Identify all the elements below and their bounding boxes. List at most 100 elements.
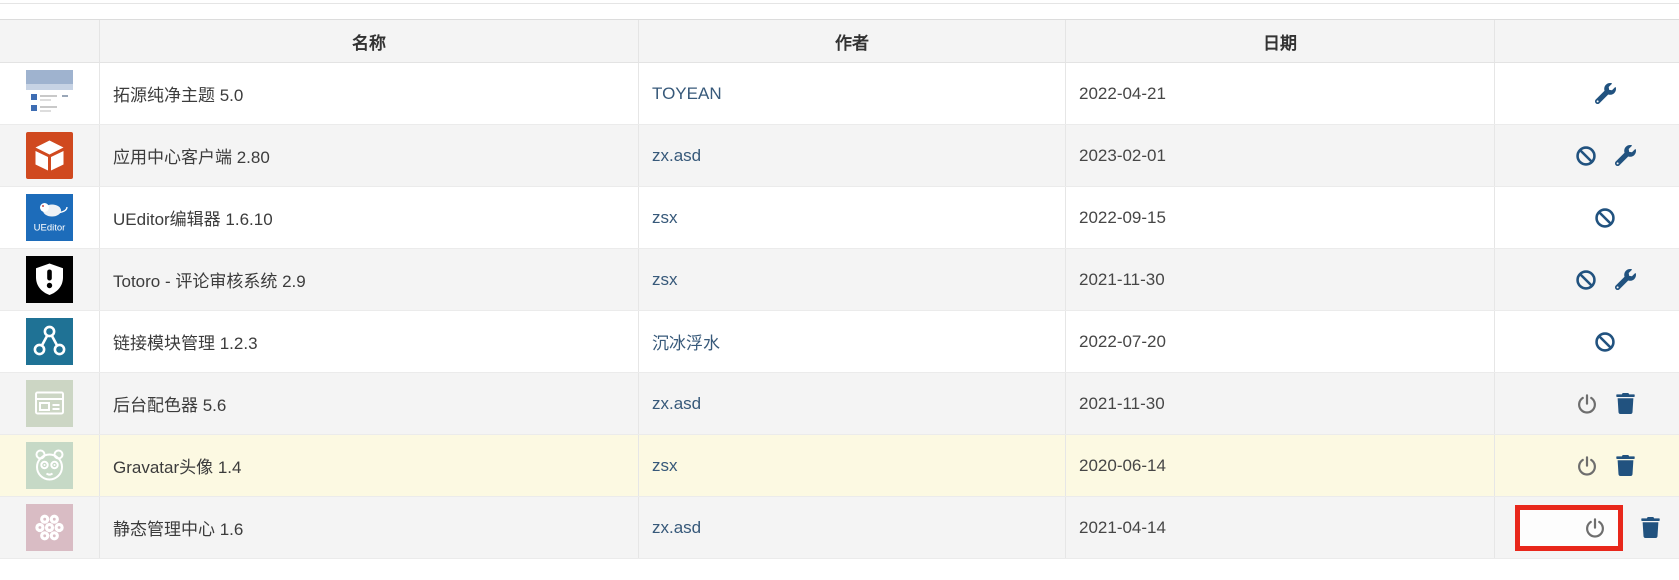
disable-button[interactable] (1575, 269, 1597, 291)
plugin-name-cell: Gravatar头像 1.4 (100, 435, 639, 496)
plugin-date-cell: 2020-06-14 (1066, 435, 1495, 496)
plugin-date: 2021-11-30 (1079, 393, 1165, 413)
wrench-icon (1614, 145, 1636, 166)
author-link[interactable]: zx.asd (652, 145, 702, 165)
plugin-date: 2021-11-30 (1079, 269, 1165, 289)
plugin-date: 2021-04-14 (1079, 517, 1166, 537)
enable-button[interactable] (1576, 455, 1598, 477)
plugin-icon-cell (0, 249, 100, 310)
table-row: 应用中心客户端 2.80 zx.asd 2023-02-01 (0, 125, 1679, 187)
actions-cell (1495, 187, 1679, 248)
trash-icon (1615, 393, 1635, 414)
plugin-date-cell: 2021-11-30 (1066, 249, 1495, 310)
plugin-author-cell: zsx (639, 249, 1066, 310)
trash-icon (1615, 455, 1635, 476)
ueditor-logo-icon: UEditor (26, 194, 73, 241)
ueditor-logo-icon: UEditor (26, 194, 73, 241)
author-link[interactable]: 沉冰浮水 (652, 334, 720, 353)
manage-button[interactable] (1614, 269, 1636, 290)
wrench-icon (1614, 269, 1636, 290)
delete-button[interactable] (1615, 393, 1635, 414)
plugin-name-cell: 拓源纯净主题 5.0 (100, 63, 639, 124)
wrench-icon (1594, 83, 1616, 104)
actions-cell (1495, 435, 1679, 496)
plugin-date-cell: 2022-07-20 (1066, 311, 1495, 372)
plugin-icon-cell (0, 63, 100, 124)
plugin-author-cell: zx.asd (639, 497, 1066, 558)
ban-icon (1575, 269, 1596, 290)
plugin-icon-cell (0, 311, 100, 372)
delete-button[interactable] (1640, 517, 1660, 538)
plugin-name-cell: Totoro - 评论审核系统 2.9 (100, 249, 639, 310)
disable-button[interactable] (1575, 145, 1597, 167)
manage-button[interactable] (1614, 145, 1636, 166)
header-icon-column (0, 20, 100, 62)
disable-button[interactable] (1594, 331, 1616, 353)
plugin-icon-cell (0, 497, 100, 558)
plugin-author-cell: TOYEAN (639, 63, 1066, 124)
enable-button[interactable] (1576, 393, 1598, 415)
panda-face-icon (26, 442, 73, 489)
plugin-date-cell: 2023-02-01 (1066, 125, 1495, 186)
disable-button[interactable] (1594, 207, 1616, 229)
top-divider (0, 3, 1679, 4)
dot-flower-icon (26, 504, 73, 551)
actions-cell (1495, 125, 1679, 186)
plugin-date: 2022-04-21 (1079, 83, 1166, 103)
author-link[interactable]: zsx (652, 207, 678, 227)
panda-face-icon (26, 442, 73, 489)
manage-button[interactable] (1594, 83, 1616, 104)
plugin-author-cell: zx.asd (639, 373, 1066, 434)
plugin-author-cell: zx.asd (639, 125, 1066, 186)
plugin-name: UEditor编辑器 1.6.10 (113, 210, 273, 229)
plugin-name: 拓源纯净主题 5.0 (113, 86, 244, 105)
header-date-column: 日期 (1066, 20, 1495, 62)
plugin-name: Totoro - 评论审核系统 2.9 (113, 272, 306, 291)
author-link[interactable]: zx.asd (652, 393, 702, 413)
actions-cell (1495, 63, 1679, 124)
annotation-red-box (1514, 504, 1623, 551)
table-row: Totoro - 评论审核系统 2.9 zsx 2021-11-30 (0, 249, 1679, 311)
enable-button[interactable] (1584, 517, 1606, 539)
browser-window-icon (26, 380, 73, 427)
author-link[interactable]: zsx (652, 269, 678, 289)
shield-exclamation-icon (26, 256, 73, 303)
table-row: UEditor UEditor编辑器 1.6.10 zsx 2022-09-15 (0, 187, 1679, 249)
author-link[interactable]: zsx (652, 455, 678, 475)
plugin-author-cell: zsx (639, 187, 1066, 248)
plugin-icon-cell (0, 125, 100, 186)
header-name-column: 名称 (100, 20, 639, 62)
plugin-date-cell: 2021-11-30 (1066, 373, 1495, 434)
author-link[interactable]: zx.asd (652, 517, 702, 537)
author-link[interactable]: TOYEAN (652, 83, 722, 103)
plugin-name: 链接模块管理 1.2.3 (113, 334, 258, 353)
power-icon (1585, 517, 1604, 538)
plugin-icon-cell (0, 435, 100, 496)
table-row: 静态管理中心 1.6 zx.asd 2021-04-14 (0, 497, 1679, 559)
table-header: 名称 作者 日期 (0, 19, 1679, 63)
plugin-date: 2022-07-20 (1079, 331, 1166, 351)
table-row: 链接模块管理 1.2.3 沉冰浮水 2022-07-20 (0, 311, 1679, 373)
plugin-name-cell: 应用中心客户端 2.80 (100, 125, 639, 186)
plugin-icon-cell (0, 373, 100, 434)
plugin-name: 后台配色器 5.6 (113, 396, 227, 415)
svg-text:UEditor: UEditor (34, 223, 66, 234)
theme-screenshot-thumbnail-icon (26, 70, 73, 117)
ban-icon (1595, 207, 1615, 228)
table-row: 拓源纯净主题 5.0 TOYEAN 2022-04-21 (0, 63, 1679, 125)
plugin-table: 名称 作者 日期 拓源纯净主题 5.0 TOYEAN 2022-04-21 (0, 19, 1679, 559)
actions-cell (1495, 311, 1679, 372)
browser-window-icon (26, 380, 73, 427)
header-actions-column (1495, 20, 1679, 62)
plugin-date-cell: 2021-04-14 (1066, 497, 1495, 558)
plugin-author-cell: zsx (639, 435, 1066, 496)
plugin-icon-cell: UEditor (0, 187, 100, 248)
table-row: Gravatar头像 1.4 zsx 2020-06-14 (0, 435, 1679, 497)
plugin-date: 2022-09-15 (1079, 207, 1166, 227)
plugin-date-cell: 2022-04-21 (1066, 63, 1495, 124)
plugin-date-cell: 2022-09-15 (1066, 187, 1495, 248)
shield-exclamation-icon (26, 256, 73, 303)
table-body: 拓源纯净主题 5.0 TOYEAN 2022-04-21 应用中心客户端 2.8… (0, 63, 1679, 559)
delete-button[interactable] (1615, 455, 1635, 476)
